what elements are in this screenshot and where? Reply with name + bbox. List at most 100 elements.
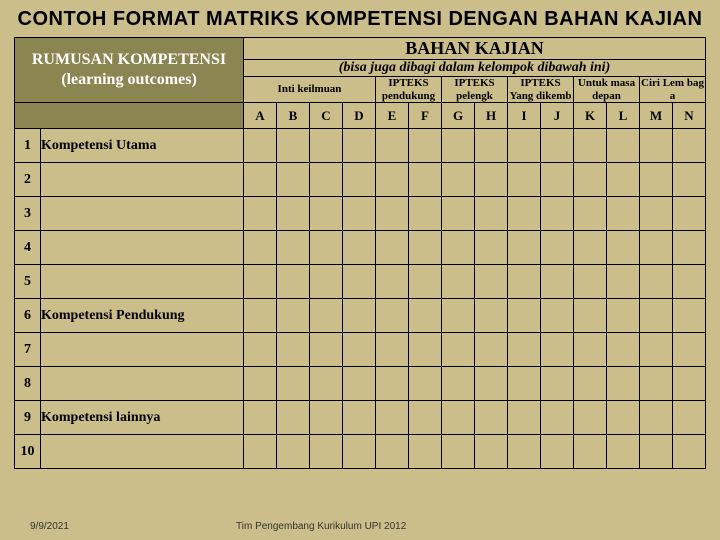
- group-header: IPTEKS Yang dikemb: [508, 77, 574, 103]
- matrix-cell: [607, 435, 640, 469]
- matrix-cell: [508, 401, 541, 435]
- matrix-cell: [640, 435, 673, 469]
- row-label: [41, 163, 244, 197]
- row-number: 4: [15, 231, 41, 265]
- matrix-cell: [541, 435, 574, 469]
- matrix-cell: [277, 265, 310, 299]
- matrix-cell: [508, 265, 541, 299]
- matrix-cell: [277, 299, 310, 333]
- matrix-cell: [541, 231, 574, 265]
- table-row: 1Kompetensi Utama: [15, 129, 706, 163]
- footer-credit: Tim Pengembang Kurikulum UPI 2012: [236, 521, 406, 532]
- row-label: Kompetensi Pendukung: [41, 299, 244, 333]
- matrix-cell: [607, 197, 640, 231]
- matrix-cell: [277, 367, 310, 401]
- matrix-cell: [343, 401, 376, 435]
- matrix-cell: [475, 401, 508, 435]
- matrix-cell: [673, 333, 706, 367]
- letter-header: G: [442, 103, 475, 129]
- matrix-cell: [574, 367, 607, 401]
- competency-matrix: RUMUSAN KOMPETENSI (learning outcomes) B…: [14, 37, 706, 469]
- matrix-cell: [376, 129, 409, 163]
- matrix-cell: [673, 231, 706, 265]
- matrix-cell: [607, 299, 640, 333]
- matrix-cell: [244, 197, 277, 231]
- matrix-cell: [343, 197, 376, 231]
- matrix-cell: [673, 299, 706, 333]
- row-label: [41, 197, 244, 231]
- letter-header: F: [409, 103, 442, 129]
- matrix-cell: [673, 401, 706, 435]
- matrix-cell: [310, 299, 343, 333]
- matrix-cell: [640, 231, 673, 265]
- matrix-cell: [409, 265, 442, 299]
- matrix-cell: [409, 299, 442, 333]
- matrix-cell: [574, 163, 607, 197]
- matrix-cell: [574, 129, 607, 163]
- matrix-cell: [640, 163, 673, 197]
- letter-header: A: [244, 103, 277, 129]
- matrix-cell: [376, 401, 409, 435]
- matrix-cell: [475, 197, 508, 231]
- matrix-cell: [244, 231, 277, 265]
- matrix-cell: [310, 333, 343, 367]
- matrix-cell: [607, 163, 640, 197]
- matrix-cell: [244, 367, 277, 401]
- row-label: [41, 367, 244, 401]
- matrix-cell: [343, 299, 376, 333]
- letter-header: K: [574, 103, 607, 129]
- matrix-cell: [574, 265, 607, 299]
- matrix-cell: [607, 333, 640, 367]
- matrix-cell: [508, 231, 541, 265]
- matrix-cell: [673, 367, 706, 401]
- matrix-cell: [442, 367, 475, 401]
- matrix-cell: [673, 265, 706, 299]
- matrix-cell: [508, 163, 541, 197]
- matrix-cell: [442, 129, 475, 163]
- matrix-cell: [475, 129, 508, 163]
- matrix-cell: [442, 401, 475, 435]
- row-number: 9: [15, 401, 41, 435]
- table-row: 7: [15, 333, 706, 367]
- row-label: Kompetensi Utama: [41, 129, 244, 163]
- matrix-cell: [277, 401, 310, 435]
- matrix-cell: [244, 435, 277, 469]
- row-label: Kompetensi lainnya: [41, 401, 244, 435]
- matrix-cell: [409, 197, 442, 231]
- row-number: 8: [15, 367, 41, 401]
- matrix-cell: [574, 333, 607, 367]
- matrix-cell: [409, 367, 442, 401]
- matrix-cell: [343, 265, 376, 299]
- row-label: [41, 231, 244, 265]
- matrix-cell: [574, 401, 607, 435]
- matrix-cell: [508, 129, 541, 163]
- matrix-cell: [475, 299, 508, 333]
- matrix-cell: [541, 197, 574, 231]
- row-label: [41, 435, 244, 469]
- matrix-cell: [376, 265, 409, 299]
- matrix-cell: [541, 367, 574, 401]
- letters-spacer: [15, 103, 244, 129]
- letter-header: E: [376, 103, 409, 129]
- matrix-cell: [673, 129, 706, 163]
- row-number: 7: [15, 333, 41, 367]
- matrix-cell: [574, 197, 607, 231]
- matrix-cell: [277, 435, 310, 469]
- matrix-cell: [574, 435, 607, 469]
- letter-header: I: [508, 103, 541, 129]
- matrix-cell: [673, 163, 706, 197]
- row-label: [41, 333, 244, 367]
- row-number: 5: [15, 265, 41, 299]
- row-number: 3: [15, 197, 41, 231]
- matrix-cell: [541, 163, 574, 197]
- matrix-cell: [541, 129, 574, 163]
- matrix-cell: [475, 367, 508, 401]
- letter-header: H: [475, 103, 508, 129]
- matrix-cell: [409, 129, 442, 163]
- group-header: Untuk masa depan: [574, 77, 640, 103]
- matrix-cell: [376, 367, 409, 401]
- footer-date: 9/9/2021: [30, 521, 69, 532]
- matrix-cell: [574, 231, 607, 265]
- matrix-cell: [310, 265, 343, 299]
- matrix-cell: [640, 333, 673, 367]
